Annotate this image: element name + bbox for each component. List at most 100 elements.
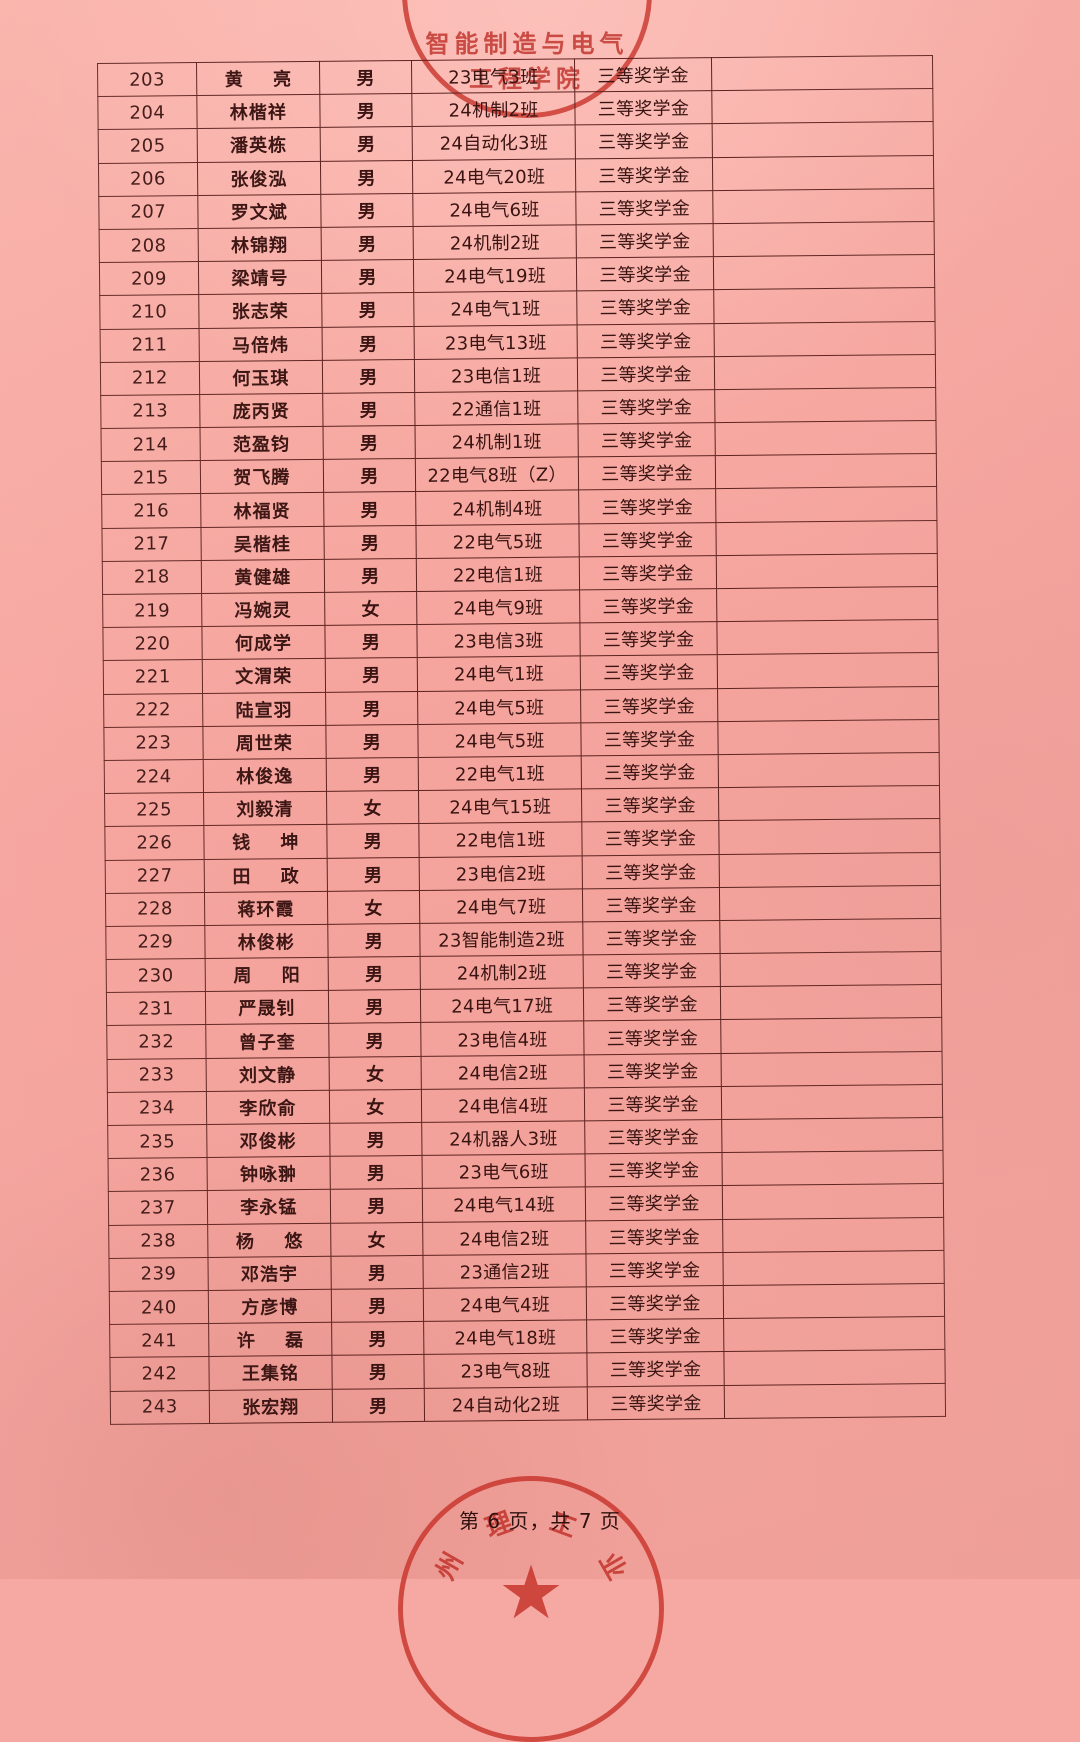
- cell-award: 三等奖学金: [585, 1119, 722, 1155]
- cell-award: 三等奖学金: [582, 820, 719, 856]
- cell-remark: [711, 88, 934, 124]
- cell-name: 杨 悠: [207, 1222, 331, 1258]
- cell-gender: 男: [331, 1354, 425, 1389]
- cell-award: 三等奖学金: [579, 489, 716, 524]
- cell-index: 206: [98, 162, 198, 197]
- cell-remark: [712, 221, 935, 257]
- cell-award: 三等奖学金: [579, 555, 717, 590]
- cell-award: 三等奖学金: [581, 787, 719, 823]
- cell-index: 241: [109, 1323, 209, 1358]
- cell-remark: [715, 486, 937, 523]
- cell-class: 24电气1班: [417, 656, 581, 692]
- cell-name: 范盈钧: [199, 426, 324, 461]
- cell-gender: 男: [319, 60, 412, 95]
- cell-gender: 男: [324, 624, 418, 659]
- cell-name: 林楷祥: [196, 94, 320, 129]
- cell-remark: [720, 1051, 943, 1087]
- cell-index: 226: [104, 825, 204, 860]
- cell-index: 203: [97, 62, 197, 97]
- cell-gender: 男: [328, 989, 421, 1024]
- cell-class: 23电信3班: [416, 623, 581, 658]
- cell-name: 林俊逸: [203, 758, 327, 793]
- cell-gender: 男: [320, 160, 413, 195]
- cell-gender: 男: [331, 1321, 424, 1356]
- cell-remark: [714, 453, 937, 490]
- cell-class: 24机器人3班: [421, 1120, 586, 1156]
- cell-class: 24机制4班: [415, 490, 580, 526]
- cell-class: 24电气7班: [419, 888, 584, 924]
- cell-gender: 男: [325, 657, 418, 692]
- cell-index: 207: [98, 195, 198, 230]
- cell-class: 24电气14班: [422, 1187, 587, 1222]
- cell-award: 三等奖学金: [579, 522, 716, 557]
- cell-award: 三等奖学金: [587, 1351, 724, 1387]
- cell-name: 许 磊: [208, 1322, 332, 1357]
- cell-remark: [720, 1084, 943, 1120]
- cell-index: 210: [99, 294, 199, 329]
- cell-remark: [717, 719, 940, 755]
- cell-class: 24机制2班: [412, 224, 577, 260]
- cell-remark: [712, 254, 935, 290]
- cell-remark: [721, 1183, 944, 1220]
- cell-index: 229: [105, 925, 205, 960]
- cell-remark: [713, 354, 936, 390]
- cell-award: 三等奖学金: [586, 1219, 723, 1254]
- cell-gender: 男: [327, 923, 420, 958]
- cell-gender: 男: [323, 458, 416, 493]
- cell-remark: [723, 1316, 945, 1352]
- cell-index: 235: [107, 1124, 207, 1159]
- cell-award: 三等奖学金: [575, 123, 713, 159]
- cell-class: 24电气19班: [413, 258, 578, 293]
- cell-name: 张志荣: [198, 293, 322, 329]
- cell-index: 211: [100, 328, 200, 363]
- cell-class: 23电信1班: [414, 357, 579, 393]
- cell-gender: 女: [329, 1089, 422, 1124]
- cell-class: 23电信2班: [418, 855, 583, 891]
- cell-award: 三等奖学金: [578, 422, 715, 458]
- cell-award: 三等奖学金: [582, 854, 720, 889]
- cell-gender: 女: [330, 1221, 423, 1257]
- cell-class: 24电气15班: [418, 789, 583, 824]
- award-table-container: 203 黄 亮男 23电气3班 三等奖学金 204 林楷祥男 24机制2班 三等奖学金 205 潘…: [97, 55, 946, 1425]
- cell-class: 24电气17班: [420, 988, 585, 1023]
- cell-award: 三等奖学金: [583, 953, 720, 989]
- cell-gender: 男: [323, 525, 417, 560]
- cell-index: 230: [106, 958, 206, 993]
- cell-index: 204: [97, 95, 197, 130]
- cell-class: 23电气6班: [421, 1154, 586, 1189]
- cell-remark: [716, 586, 938, 622]
- cell-index: 217: [101, 527, 202, 562]
- cell-remark: [720, 1017, 943, 1054]
- cell-remark: [714, 387, 936, 423]
- cell-name: 邓浩宇: [207, 1256, 332, 1291]
- cell-gender: 女: [326, 790, 419, 825]
- cell-index: 216: [101, 493, 201, 529]
- cell-award: 三等奖学金: [585, 1152, 722, 1188]
- cell-gender: 男: [332, 1387, 425, 1422]
- cell-award: 三等奖学金: [581, 754, 719, 790]
- cell-gender: 男: [329, 1155, 423, 1190]
- cell-index: 223: [103, 726, 204, 761]
- cell-name: 林俊彬: [204, 924, 328, 959]
- cell-remark: [711, 55, 933, 91]
- cell-remark: [717, 686, 939, 722]
- cell-award: 三等奖学金: [576, 223, 713, 259]
- cell-name: 黄健雄: [201, 559, 325, 594]
- cell-gender: 男: [323, 491, 416, 526]
- cell-gender: 男: [321, 259, 414, 294]
- cell-class: 23电气8班: [423, 1353, 588, 1388]
- cell-class: 23电信4班: [420, 1021, 585, 1057]
- cell-remark: [719, 984, 942, 1020]
- cell-name: 钱 坤: [203, 824, 327, 860]
- cell-award: 三等奖学金: [575, 90, 712, 126]
- cell-gender: 男: [325, 691, 418, 726]
- cell-remark: [716, 619, 939, 655]
- cell-gender: 男: [319, 126, 413, 161]
- cell-award: 三等奖学金: [584, 1053, 721, 1088]
- cell-award: 三等奖学金: [578, 455, 716, 491]
- cell-gender: 男: [325, 724, 419, 759]
- cell-gender: 男: [327, 956, 421, 991]
- cell-remark: [721, 1117, 943, 1153]
- cell-class: 23电气13班: [413, 324, 578, 360]
- cell-index: 224: [104, 759, 204, 794]
